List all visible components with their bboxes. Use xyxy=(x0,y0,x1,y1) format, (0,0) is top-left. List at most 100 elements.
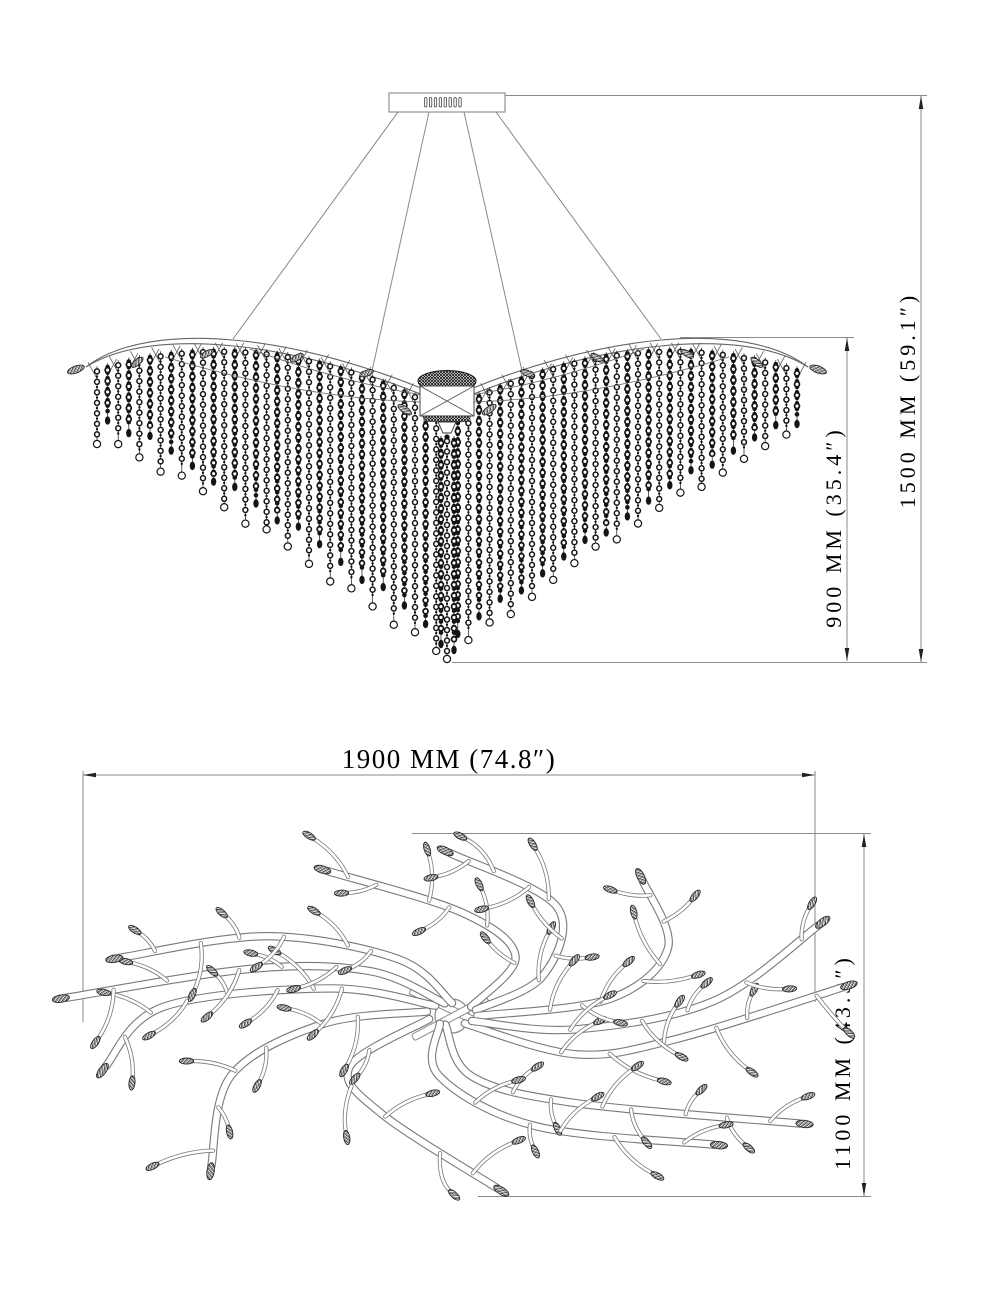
mounting-slot xyxy=(424,97,428,108)
crystal-strand xyxy=(295,354,302,531)
leaf-bud xyxy=(302,830,316,841)
crystal-strand xyxy=(241,347,250,528)
branch xyxy=(101,984,440,1071)
twig xyxy=(420,905,452,932)
crystal-strand xyxy=(527,370,537,602)
crystal-strand xyxy=(687,347,695,475)
branch xyxy=(467,921,823,1035)
leaf-bud xyxy=(630,1060,644,1072)
crystal-strand xyxy=(389,382,398,629)
plan-view: 1900 MM (74.8″) 1100 MM (43.3″) xyxy=(51,744,871,1201)
crystal-strand xyxy=(739,353,749,464)
crystal-strand xyxy=(581,356,589,545)
crystal-strand xyxy=(464,397,473,645)
leaf-bud xyxy=(815,915,831,929)
leaf-bud xyxy=(178,1057,195,1065)
leaf-bud xyxy=(423,874,439,882)
leaf-bud xyxy=(474,905,490,913)
twig xyxy=(95,987,116,1042)
twig xyxy=(579,1003,619,1024)
crystal-strand xyxy=(761,357,770,451)
support-wire xyxy=(249,348,429,397)
crystal-strand xyxy=(156,351,165,476)
twig xyxy=(208,967,242,1017)
leaf-bud xyxy=(436,845,454,857)
leaf-bud xyxy=(742,1142,756,1154)
leaf-bud xyxy=(843,1026,856,1039)
leaf-bud xyxy=(689,889,701,903)
leaf-bud xyxy=(656,1077,672,1086)
suspension-cable xyxy=(232,111,399,340)
crystal-strand xyxy=(422,397,429,629)
twig xyxy=(313,986,345,1035)
leaf-bud xyxy=(453,831,468,841)
dimension-label-overall-width: 1900 MM (74.8″) xyxy=(342,744,557,774)
twig xyxy=(532,845,551,901)
leaf-bud xyxy=(800,1092,816,1101)
leaf-bud xyxy=(527,837,538,851)
crystal-strand xyxy=(645,347,652,505)
crystal-strand xyxy=(262,349,271,534)
arrowhead-down xyxy=(844,648,850,661)
twig xyxy=(641,973,697,984)
crystal-strand xyxy=(432,402,441,656)
crystal-strand xyxy=(135,355,144,462)
leaf-bud xyxy=(568,954,581,967)
leaf-bud xyxy=(709,1140,728,1150)
twig xyxy=(136,930,158,954)
twig xyxy=(682,1123,724,1145)
leaf-bud xyxy=(337,966,353,975)
leaf-bud xyxy=(339,1063,349,1078)
crystal-strand xyxy=(539,367,546,578)
dimension-overall-height: 1500 MM (59.1″) xyxy=(452,95,927,663)
crystal-strand xyxy=(570,358,579,568)
mounting-slot xyxy=(433,97,438,108)
crystal-strand xyxy=(379,378,387,592)
dimension-overall-width: 1900 MM (74.8″) xyxy=(82,744,816,1022)
crystal-strand xyxy=(231,346,239,492)
mounting-slot xyxy=(458,97,462,108)
twig xyxy=(383,1092,431,1119)
leaf-bud xyxy=(243,949,259,957)
twig xyxy=(744,980,788,992)
twig xyxy=(661,897,695,924)
twig xyxy=(154,1148,216,1167)
drum-cross-brace xyxy=(419,385,475,417)
left-wing-outer-curve xyxy=(85,337,448,400)
leaf-bud xyxy=(695,1083,708,1096)
crystal-leaf xyxy=(809,364,827,375)
branch xyxy=(343,1014,502,1193)
drum-finial xyxy=(437,421,457,434)
crystal-strand xyxy=(676,346,685,497)
dimension-label-overall-height: 1500 MM (59.1″) xyxy=(895,292,920,508)
crystal-strand xyxy=(485,387,494,627)
twig xyxy=(536,929,552,983)
canopy-mounting-slots xyxy=(424,97,462,108)
crystal-strand xyxy=(782,363,791,439)
twig xyxy=(188,1058,238,1073)
crystal-strand xyxy=(751,355,758,442)
crystal-strand xyxy=(591,354,600,551)
crystal-strand xyxy=(252,348,260,508)
crystal-leaf xyxy=(680,348,694,359)
crystal-strand xyxy=(113,360,123,449)
crystal-strand xyxy=(358,370,366,585)
leaf-bud xyxy=(105,954,124,964)
twig xyxy=(315,910,350,948)
side-elevation-view: 900 MM (35.4″) 1500 MM (59.1″) xyxy=(67,92,927,664)
leaf-bud xyxy=(286,985,302,993)
leaf-bud xyxy=(511,1076,526,1084)
leaf-bud xyxy=(333,889,350,897)
twig xyxy=(558,1096,596,1133)
twig xyxy=(462,835,496,874)
leaf-bud xyxy=(530,1144,541,1159)
crystal-strand xyxy=(304,356,314,569)
twig xyxy=(714,1025,751,1072)
crystal-strand xyxy=(549,364,558,585)
suspension-cable xyxy=(371,111,430,372)
branch xyxy=(441,1020,804,1128)
leaf-bud xyxy=(206,965,219,977)
leaf-bud xyxy=(840,980,858,991)
suspension-cable xyxy=(495,111,662,340)
crystal-strand xyxy=(624,349,631,521)
